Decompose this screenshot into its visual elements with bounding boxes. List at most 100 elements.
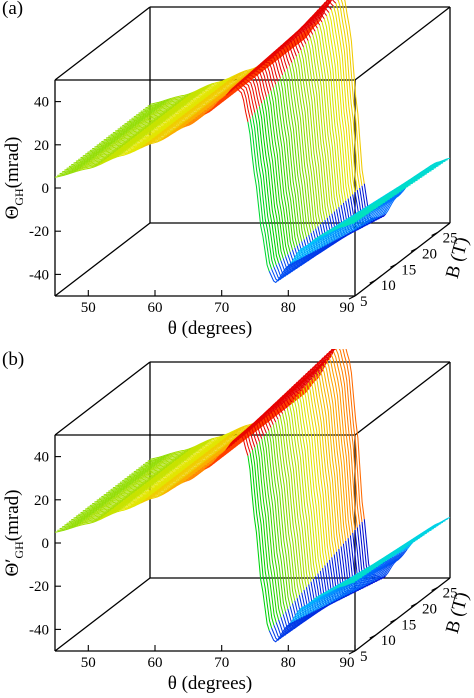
surface-curve-segment bbox=[123, 498, 146, 509]
surface-curve-segment bbox=[97, 155, 120, 166]
surface-curve-segment bbox=[104, 498, 126, 506]
surface-curve-segment bbox=[66, 161, 89, 169]
surface-curve-segment bbox=[57, 169, 79, 176]
surface-curve-segment bbox=[219, 433, 242, 443]
surface-curve-segment bbox=[209, 78, 232, 88]
surface-curve-segment bbox=[321, 21, 344, 203]
surface-curve-segment bbox=[202, 83, 225, 93]
surface-curve-segment bbox=[171, 98, 194, 109]
z-tick-label: 25 bbox=[443, 586, 458, 602]
surface-curve-segment bbox=[127, 132, 150, 143]
x-axis-title: θ (degrees) bbox=[168, 318, 253, 339]
surface-curve-segment bbox=[345, 349, 365, 520]
surface-curve-segment bbox=[113, 491, 136, 499]
surface-curve-segment bbox=[219, 78, 242, 88]
surface-curve-segment bbox=[316, 371, 340, 550]
surface-curve-segment bbox=[166, 450, 189, 458]
surface-curve-segment bbox=[57, 524, 79, 531]
surface-curve-segment bbox=[115, 479, 137, 487]
surface-curve-segment bbox=[99, 508, 122, 520]
surface-curve-segment bbox=[71, 158, 93, 166]
x-tick-label: 50 bbox=[81, 300, 96, 316]
surface-curve-segment bbox=[145, 466, 168, 474]
surface-curve-segment bbox=[168, 93, 191, 101]
surface-curve-segment bbox=[298, 53, 321, 225]
surface-curve-segment bbox=[135, 490, 158, 500]
surface-curve-segment bbox=[101, 490, 123, 498]
surface-curve-segment bbox=[172, 114, 195, 124]
surface-curve-segment bbox=[338, 349, 361, 525]
y-tick-label: -20 bbox=[29, 579, 49, 595]
y-tick-label: 0 bbox=[42, 536, 50, 552]
surface-curve-segment bbox=[195, 88, 218, 98]
surface-curve-segment bbox=[204, 449, 227, 470]
surface-curve-segment bbox=[94, 150, 117, 158]
surface-curve-segment bbox=[129, 479, 152, 486]
surface-curve-segment bbox=[134, 120, 156, 128]
surface-curve-segment bbox=[156, 481, 179, 491]
x-tick-label: 50 bbox=[81, 655, 96, 671]
surface-curve-segment bbox=[120, 492, 143, 504]
surface-curve-segment bbox=[312, 376, 335, 555]
surface-curve-segment bbox=[99, 153, 122, 165]
surface-curve-segment bbox=[290, 372, 313, 398]
surface-curve-segment bbox=[59, 167, 82, 175]
y-tick-label: 20 bbox=[34, 138, 49, 154]
surface-curve-segment bbox=[142, 129, 165, 139]
surface-curve-segment bbox=[185, 87, 208, 99]
surface-curve-segment bbox=[106, 503, 129, 514]
surface-curve-segment bbox=[307, 382, 331, 561]
surface-curve-segment bbox=[182, 107, 205, 117]
surface-curve-segment bbox=[333, 351, 356, 531]
surface-curve-segment bbox=[127, 480, 149, 488]
surface-curve-segment bbox=[169, 100, 192, 111]
surface-curve-segment bbox=[105, 486, 128, 494]
z-tick bbox=[348, 295, 356, 300]
surface-curve-segment bbox=[214, 429, 236, 439]
surface-curve-segment bbox=[160, 470, 183, 480]
surface-curve-segment bbox=[138, 116, 161, 124]
surface-curve-segment bbox=[178, 93, 201, 104]
surface-curve-segment bbox=[140, 104, 163, 112]
surface-curve-segment bbox=[272, 390, 295, 413]
surface-curve-segment bbox=[251, 115, 275, 268]
surface-curve-segment bbox=[162, 99, 184, 106]
surface-curve-segment bbox=[272, 424, 296, 601]
surface-curve-segment bbox=[163, 476, 186, 486]
surface-curve-segment bbox=[128, 495, 151, 505]
surface-curve-segment bbox=[122, 129, 145, 137]
surface-curve-segment bbox=[146, 481, 169, 491]
surface-curve-segment bbox=[89, 144, 112, 152]
surface-curve-segment bbox=[156, 126, 179, 136]
surface-curve-segment bbox=[203, 91, 225, 101]
surface-curve-segment bbox=[108, 495, 131, 502]
surface-curve-segment bbox=[127, 125, 149, 133]
surface-curve-segment bbox=[235, 66, 258, 76]
x-tick-label: 70 bbox=[214, 300, 229, 316]
x-axis-a: 50 60 70 80 90 θ (degrees) bbox=[81, 290, 356, 339]
surface-curve-segment bbox=[286, 407, 310, 585]
surface-curve-segment bbox=[145, 135, 168, 145]
surface-curve-segment bbox=[191, 455, 214, 465]
surface-curve-segment bbox=[103, 133, 126, 141]
surface-curve-segment bbox=[150, 462, 173, 470]
surface-curve-segment bbox=[109, 501, 132, 512]
surface-curve-segment bbox=[263, 435, 287, 612]
surface-curve-segment bbox=[94, 505, 117, 513]
surface-curve-segment bbox=[158, 472, 181, 482]
surface-curve-segment bbox=[82, 504, 105, 512]
surface-curve-segment bbox=[175, 467, 198, 477]
surface-curve-segment bbox=[87, 500, 110, 508]
chart-frame-edge bbox=[354, 361, 451, 436]
surface-curve-segment bbox=[87, 511, 110, 519]
surface-curve-segment bbox=[92, 497, 114, 505]
surface-curve-segment bbox=[111, 499, 134, 511]
surface-curve-segment bbox=[291, 62, 314, 231]
chart-frame-edge bbox=[354, 222, 451, 297]
surface-curve-segment bbox=[104, 150, 127, 161]
x-axis-title: θ (degrees) bbox=[168, 673, 253, 694]
surface-curve-segment bbox=[155, 466, 178, 477]
surface-curve-segment bbox=[181, 99, 204, 109]
surface-curve-segment bbox=[335, 349, 358, 528]
surface-curve-segment bbox=[108, 129, 130, 137]
